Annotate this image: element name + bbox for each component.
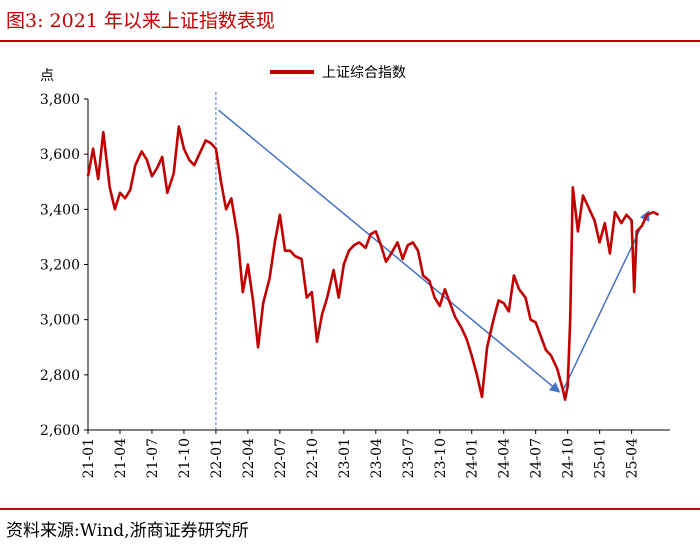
y-tick-label: 2,600 [40, 423, 80, 439]
x-tick-label: 24-01 [465, 438, 481, 478]
x-tick-label: 23-07 [401, 438, 417, 478]
x-tick-label: 23-10 [433, 438, 449, 478]
x-tick-label: 24-04 [497, 438, 513, 478]
x-tick-label: 24-07 [529, 438, 545, 478]
chart-axes: 2,600 2,800 3,000 3,200 3,400 3,600 3,800 点 21-0… [40, 68, 670, 478]
x-tick-label: 22-07 [273, 438, 289, 478]
x-tick-label: 24-10 [561, 438, 577, 478]
series-line-0 [86, 125, 660, 402]
x-tick-label: 25-01 [593, 438, 609, 478]
y-tick-label: 3,200 [40, 258, 80, 274]
legend-label: 上证综合指数 [322, 65, 406, 81]
chart-annotations [215, 92, 650, 430]
y-tick-label: 3,600 [40, 147, 80, 163]
chart-legend: 上证综合指数 [270, 65, 406, 81]
y-tick-label: 3,400 [40, 202, 80, 218]
x-tick-label: 22-10 [305, 438, 321, 478]
x-tick-label: 21-01 [81, 438, 97, 478]
y-tick-label: 3,000 [40, 313, 80, 329]
x-tick-label: 25-04 [625, 438, 641, 478]
y-axis-label: 点 [40, 68, 54, 84]
figure-title: 图3: 2021 年以来上证指数表现 [6, 10, 275, 32]
x-tick-label: 21-10 [177, 438, 193, 478]
source-note: 资料来源:Wind,浙商证券研究所 [6, 521, 249, 541]
y-tick-label: 2,800 [40, 368, 80, 384]
y-tick-label: 3,800 [40, 92, 80, 108]
source-rule [0, 508, 700, 510]
x-tick-label: 23-01 [337, 438, 353, 478]
title-rule [0, 40, 700, 42]
downtrend-arrow [217, 109, 561, 393]
x-tick-label: 21-04 [113, 438, 129, 478]
line-chart: 2,600 2,800 3,000 3,200 3,400 3,600 3,800 点 21-0… [40, 65, 670, 478]
chart-series [86, 125, 660, 402]
x-tick-label: 21-07 [145, 438, 161, 478]
x-tick-label: 22-04 [241, 438, 257, 478]
x-tick-label: 23-04 [369, 438, 385, 478]
uptrend-arrow [563, 210, 650, 389]
x-tick-label: 22-01 [209, 438, 225, 478]
